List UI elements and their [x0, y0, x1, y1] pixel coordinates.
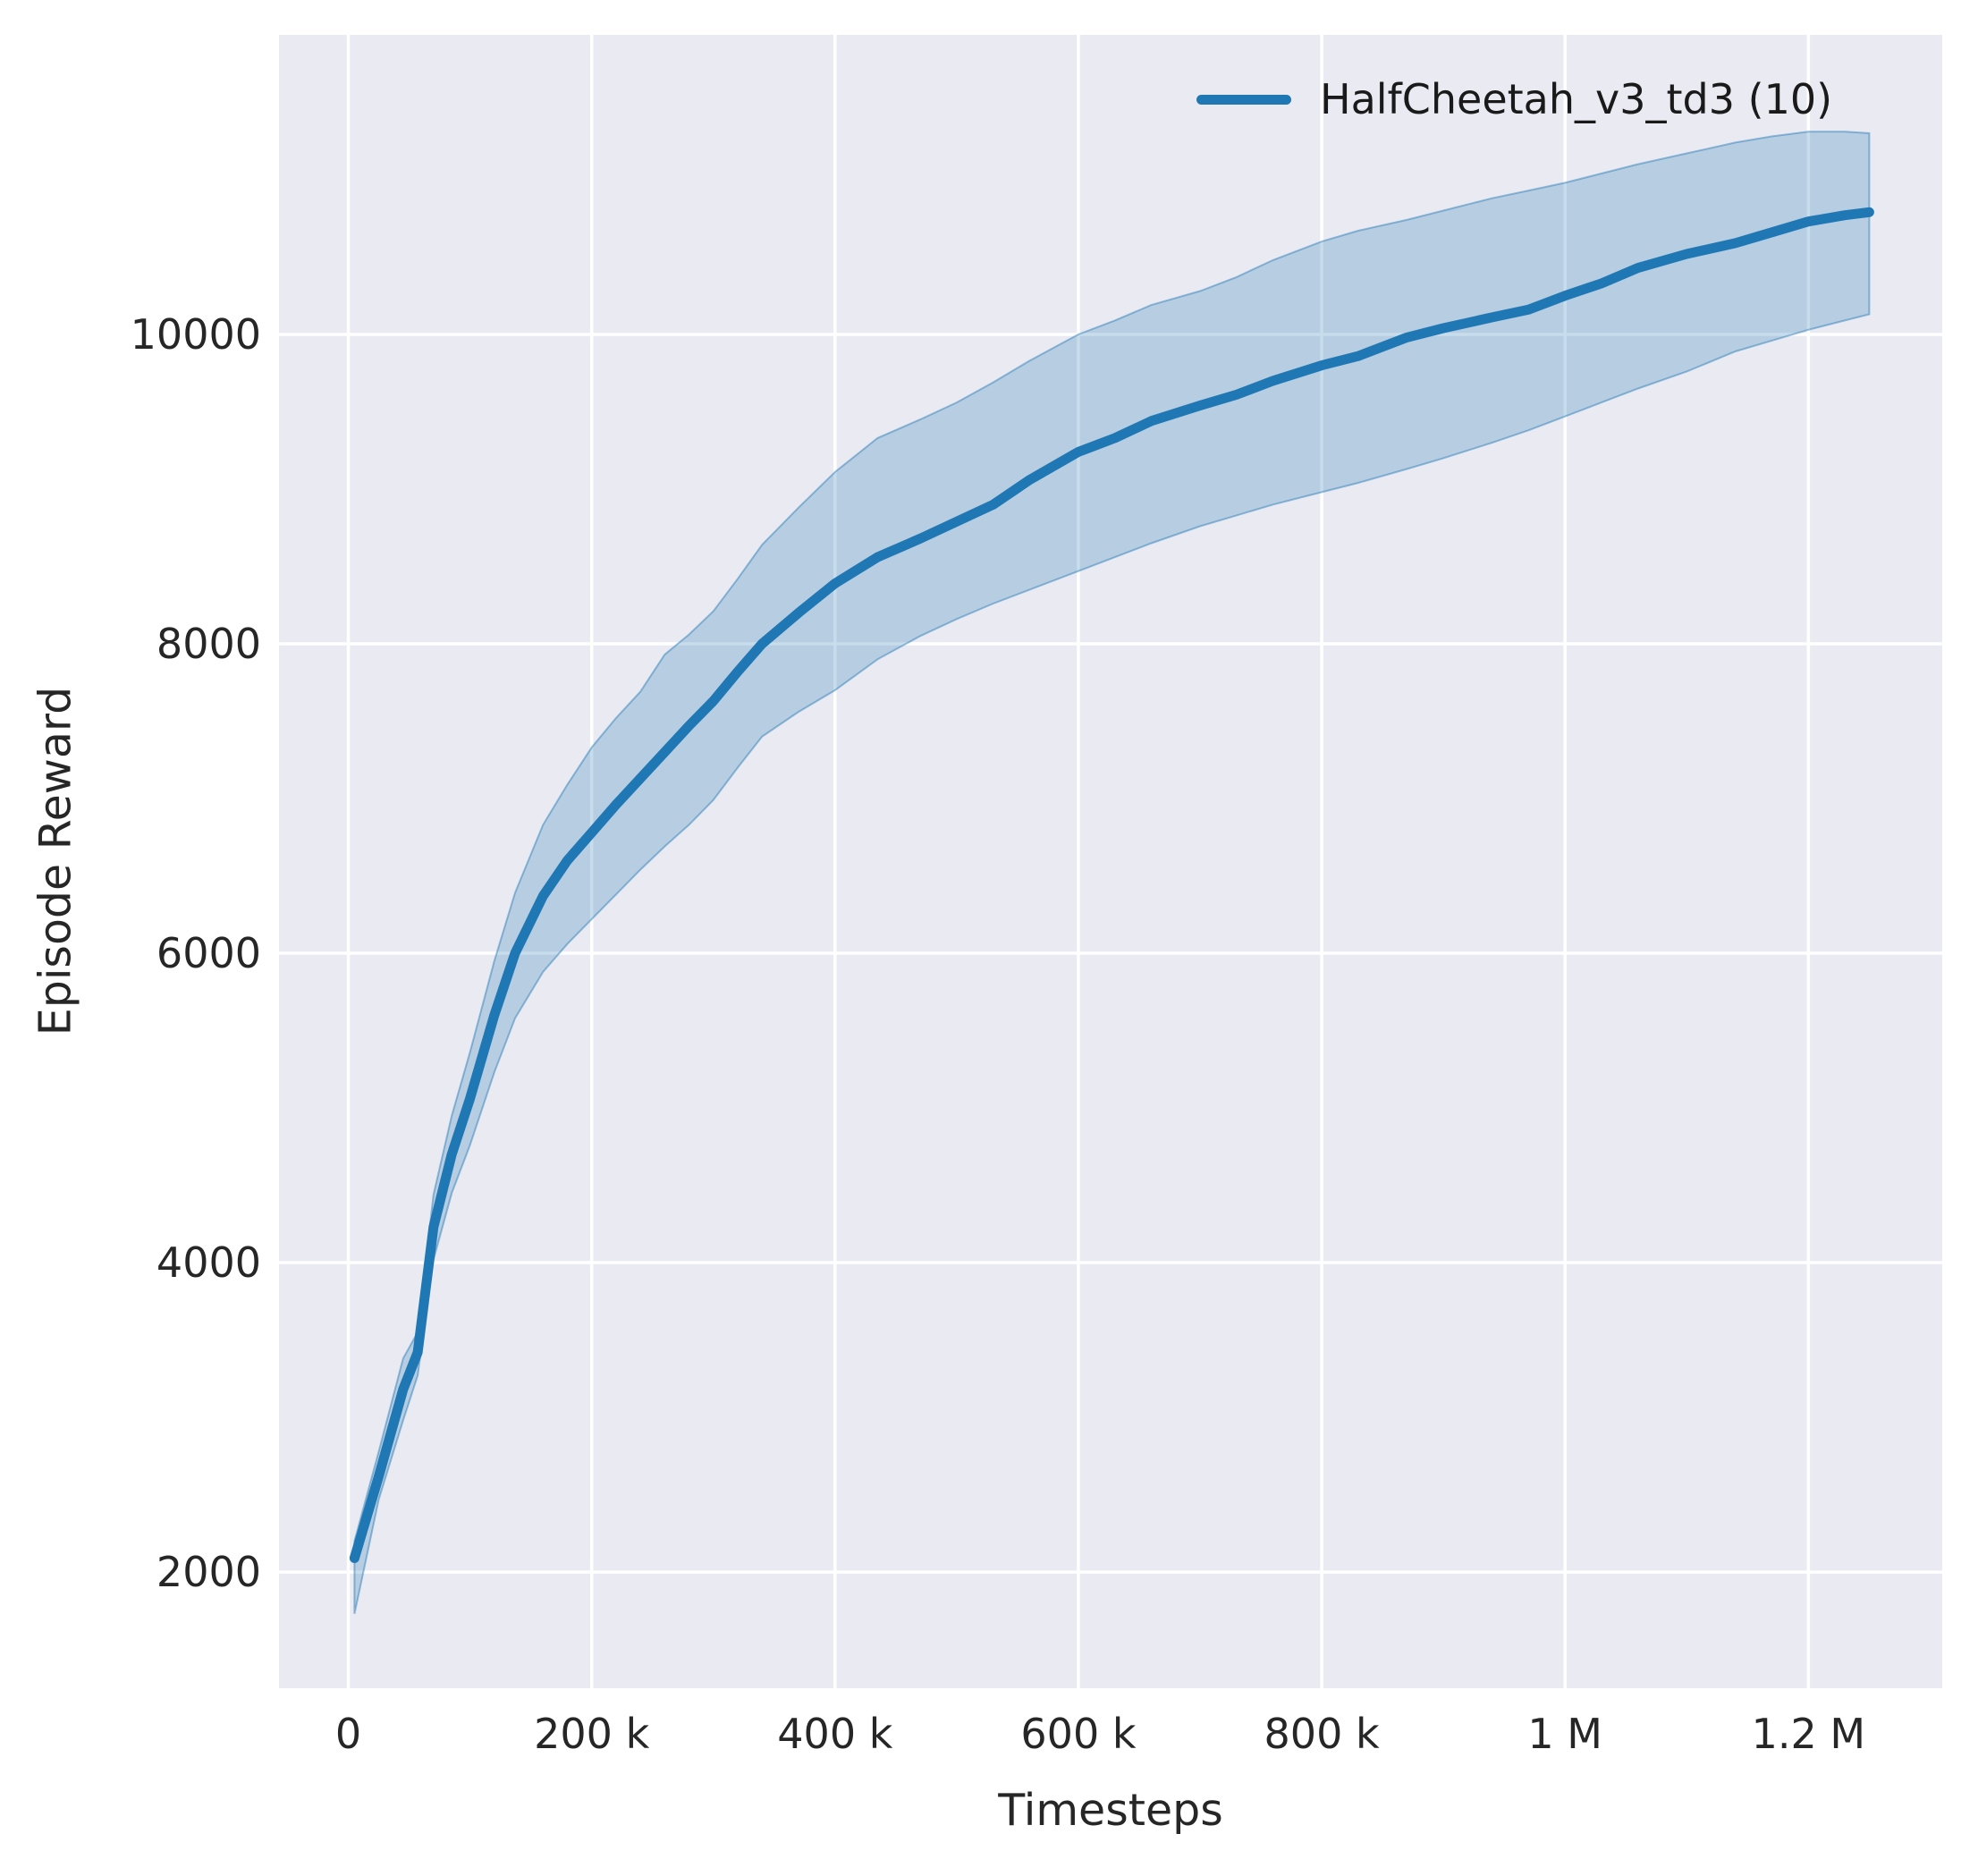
- y-axis-label: Episode Reward: [30, 686, 81, 1036]
- gridlines: [279, 35, 1942, 1688]
- y-tick-label: 2000: [156, 1548, 261, 1597]
- legend-line-swatch: [1196, 94, 1291, 105]
- confidence-band: [353, 131, 1871, 1615]
- y-tick-label: 8000: [156, 619, 261, 668]
- x-tick-label: 800 k: [1264, 1710, 1380, 1758]
- y-tick-label: 4000: [156, 1238, 261, 1288]
- y-tick-label: 10000: [130, 309, 261, 359]
- plot-area: [279, 35, 1942, 1688]
- x-axis-label: Timesteps: [998, 1785, 1223, 1836]
- legend-series-label: HalfCheetah_v3_td3 (10): [1320, 75, 1833, 123]
- x-tick-label: 200 k: [534, 1710, 650, 1758]
- x-tick-label: 1.2 M: [1751, 1710, 1866, 1758]
- legend: HalfCheetah_v3_td3 (10): [1196, 75, 1832, 123]
- x-tick-label: 1 M: [1527, 1710, 1602, 1758]
- y-tick-label: 6000: [156, 929, 261, 977]
- mean-line: [349, 207, 1874, 1563]
- x-tick-label: 0: [334, 1710, 362, 1758]
- x-tick-label: 600 k: [1020, 1710, 1137, 1758]
- x-tick-label: 400 k: [777, 1710, 893, 1758]
